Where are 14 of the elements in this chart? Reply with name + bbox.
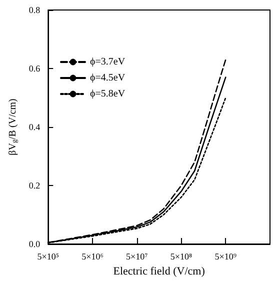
y-tick-label: 0.0 bbox=[28, 239, 41, 249]
x-tick-label: 5×10⁶ bbox=[82, 252, 104, 262]
y-tick-label: 0.2 bbox=[28, 180, 40, 190]
x-tick-label: 5×10⁵ bbox=[37, 252, 60, 262]
legend-label: ϕ=3.7eV bbox=[90, 56, 126, 68]
y-tick-label: 0.8 bbox=[28, 5, 41, 15]
x-axis-title: Electric field (V/cm) bbox=[113, 266, 206, 278]
legend-label: ϕ=4.5eV bbox=[90, 72, 126, 84]
x-tick-label: 5×10⁷ bbox=[126, 252, 148, 262]
x-tick-label: 5×10⁹ bbox=[214, 252, 236, 262]
y-tick-label: 0.6 bbox=[28, 64, 41, 74]
x-tick-label: 5×10⁸ bbox=[170, 252, 192, 262]
y-tick-label: 0.4 bbox=[28, 122, 41, 132]
legend-label: ϕ=5.8eV bbox=[90, 88, 126, 100]
